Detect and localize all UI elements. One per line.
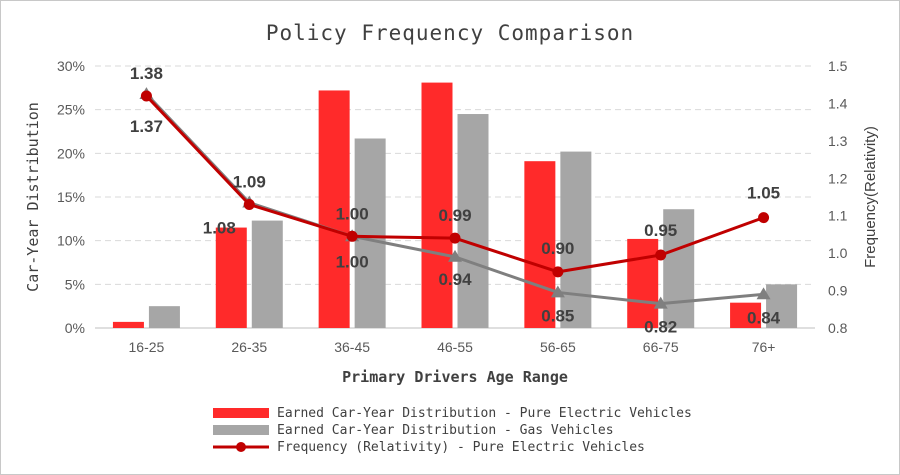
point-electric — [346, 230, 358, 242]
bar-electric — [627, 238, 659, 328]
x-tick-label: 56-65 — [540, 339, 576, 355]
bar-gas — [148, 306, 180, 328]
data-labels: 1.38 1.09 1.00 0.99 0.90 0.95 1.05 1.37 1.08 1.00… — [130, 64, 781, 337]
point-gas — [550, 285, 565, 298]
y2-tick-label: 0.9 — [828, 283, 848, 299]
data-label-gas: 1.00 — [336, 252, 369, 271]
bar-electric — [730, 302, 762, 328]
point-gas — [448, 249, 462, 262]
x-tick-label: 66-75 — [643, 339, 679, 355]
x-tick-label: 36-45 — [334, 339, 370, 355]
y2-tick-label: 1.5 — [828, 58, 848, 74]
y2-tick-label: 1.2 — [828, 170, 848, 186]
x-tick-label: 76+ — [752, 339, 776, 355]
legend-swatch-gas-bar — [213, 425, 269, 435]
legend: Earned Car-Year Distribution - Pure Elec… — [213, 406, 692, 455]
data-label-electric: 1.38 — [130, 64, 163, 83]
grid-lines — [95, 65, 815, 329]
data-label-gas: 0.94 — [438, 270, 472, 289]
bar-electric — [112, 321, 144, 328]
point-electric — [243, 198, 255, 210]
x-axis-title: Primary Drivers Age Range — [342, 368, 568, 386]
legend-entry: Earned Car-Year Distribution - Gas Vehic… — [277, 423, 614, 438]
y-tick-label: 20% — [57, 145, 85, 161]
bar-gas — [663, 209, 695, 328]
point-electric — [552, 266, 564, 278]
point-electric — [758, 212, 770, 224]
data-label-gas: 1.37 — [130, 117, 163, 136]
data-label-electric: 0.95 — [644, 221, 677, 240]
bar-gas — [560, 151, 592, 328]
y2-axis-title: Frequency(Relativity) — [862, 126, 879, 268]
point-electric — [140, 90, 152, 102]
y2-tick-label: 1.0 — [828, 245, 848, 261]
data-label-electric: 0.99 — [438, 206, 471, 225]
legend-marker-electric — [236, 442, 246, 452]
legend-entry: Frequency (Relativity) - Pure Electric V… — [277, 440, 645, 455]
legend-entry: Earned Car-Year Distribution - Pure Elec… — [277, 406, 692, 421]
y-tick-label: 30% — [57, 58, 85, 74]
y-tick-label: 5% — [65, 276, 85, 292]
bar-gas — [457, 114, 489, 329]
bars — [112, 82, 798, 329]
data-label-gas: 0.82 — [644, 318, 677, 337]
data-label-electric: 0.90 — [541, 239, 574, 258]
chart-title: Policy Frequency Comparison — [266, 21, 634, 45]
bar-electric — [421, 82, 453, 329]
x-tick-label: 46-55 — [437, 339, 473, 355]
point-electric — [449, 232, 461, 244]
bar-electric — [215, 227, 247, 328]
x-tick-label: 26-35 — [231, 339, 267, 355]
y2-tick-label: 0.8 — [828, 320, 848, 336]
data-label-electric: 1.05 — [747, 184, 780, 203]
y2-tick-label: 1.3 — [828, 133, 848, 149]
y-tick-label: 25% — [57, 102, 85, 118]
y-tick-label: 15% — [57, 189, 85, 205]
legend-swatch-electric-bar — [213, 408, 269, 418]
bar-gas — [766, 284, 798, 328]
data-label-gas: 0.84 — [747, 308, 781, 327]
point-electric — [655, 249, 667, 261]
bar-gas — [354, 138, 386, 328]
point-gas — [756, 287, 771, 300]
point-gas — [653, 296, 668, 309]
bar-electric — [524, 161, 556, 328]
tick-labels: 0% 5% 10% 15% 20% 25% 30% 0.8 0.9 1.0 1.1 1.2 1.3 1.4… — [57, 58, 848, 355]
series-lines — [139, 87, 771, 309]
bar-gas — [251, 220, 283, 328]
y2-tick-label: 1.4 — [828, 95, 848, 111]
y-tick-label: 0% — [65, 320, 85, 336]
bar-electric — [318, 90, 350, 328]
y-axis-title: Car-Year Distribution — [24, 102, 42, 292]
data-label-electric: 1.00 — [336, 204, 369, 223]
y-tick-label: 10% — [57, 233, 85, 249]
data-label-electric: 1.09 — [233, 172, 266, 191]
y2-tick-label: 1.1 — [828, 208, 848, 224]
data-label-gas: 1.08 — [203, 219, 236, 238]
data-label-gas: 0.85 — [541, 306, 574, 325]
x-tick-label: 16-25 — [129, 339, 165, 355]
